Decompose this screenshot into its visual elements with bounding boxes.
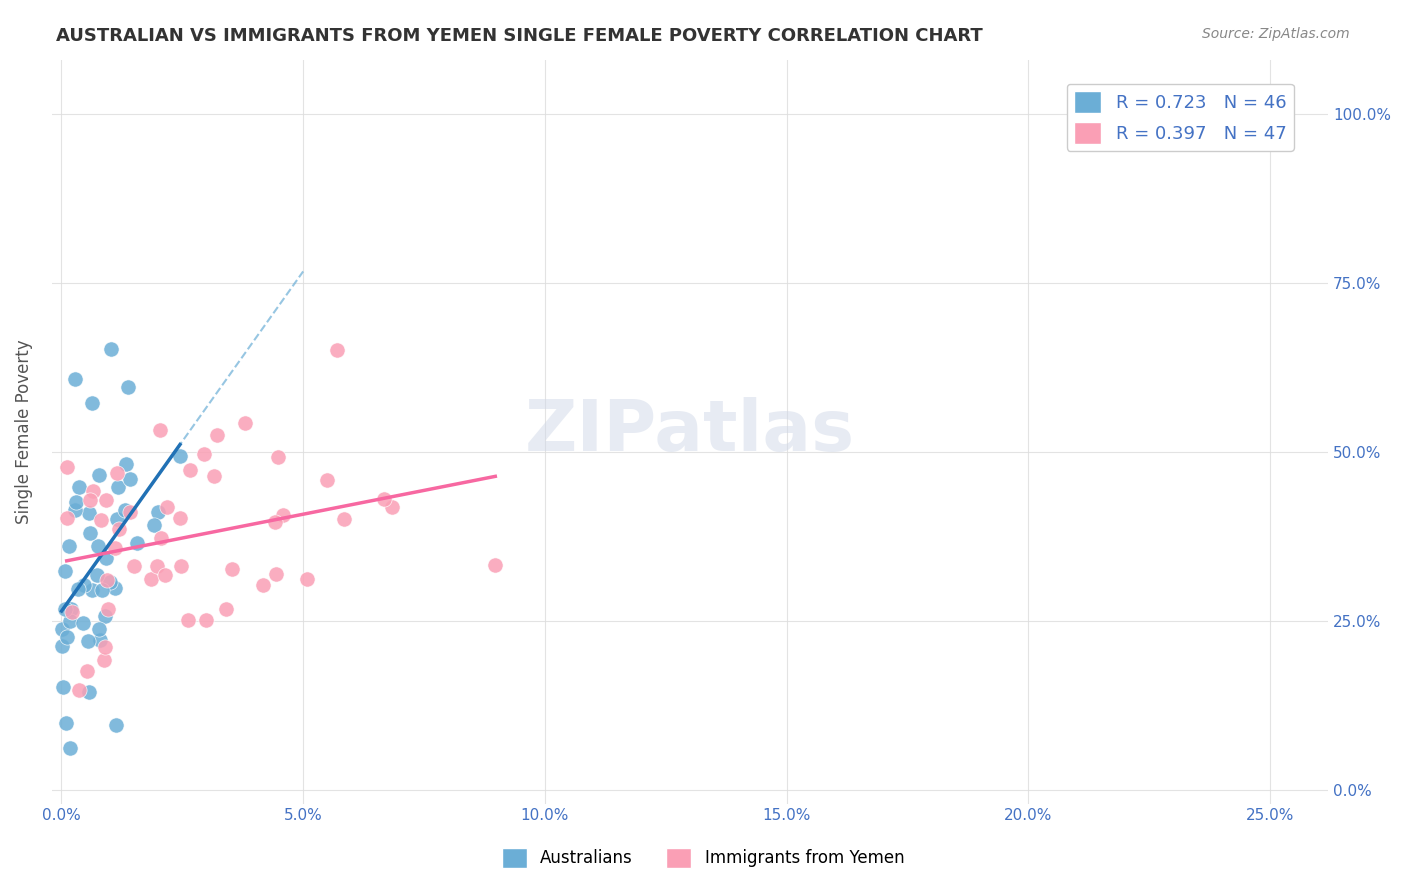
Point <box>52 680 75 694</box>
Point <box>104 718 127 732</box>
Point <box>271 508 294 523</box>
Point <box>76 665 98 679</box>
Point <box>65 495 87 509</box>
Point <box>79 526 101 541</box>
Point <box>264 566 287 581</box>
Point <box>94 492 117 507</box>
Point <box>55 715 77 730</box>
Point <box>53 564 76 578</box>
Y-axis label: Single Female Poverty: Single Female Poverty <box>15 339 32 524</box>
Point <box>93 640 115 655</box>
Legend: Australians, Immigrants from Yemen: Australians, Immigrants from Yemen <box>495 841 911 875</box>
Legend: R = 0.723   N = 46, R = 0.397   N = 47: R = 0.723 N = 46, R = 0.397 N = 47 <box>1067 84 1294 151</box>
Point <box>60 606 83 620</box>
Point <box>202 469 225 483</box>
Point <box>153 568 176 582</box>
Point <box>72 615 94 630</box>
Point <box>252 578 274 592</box>
Point <box>73 578 96 592</box>
Point <box>55 459 77 474</box>
Point <box>82 484 104 499</box>
Point <box>98 575 121 590</box>
Point <box>105 511 128 525</box>
Point <box>69 481 91 495</box>
Point <box>77 685 100 699</box>
Point <box>104 541 127 555</box>
Point <box>295 572 318 586</box>
Point <box>233 416 256 430</box>
Point <box>96 573 118 587</box>
Point <box>86 568 108 582</box>
Text: Source: ZipAtlas.com: Source: ZipAtlas.com <box>1202 27 1350 41</box>
Point <box>51 623 73 637</box>
Point <box>169 511 191 525</box>
Point <box>205 428 228 442</box>
Point <box>60 601 83 615</box>
Point <box>315 473 337 487</box>
Point <box>149 423 172 437</box>
Point <box>177 614 200 628</box>
Point <box>82 395 104 409</box>
Point <box>263 515 285 529</box>
Point <box>65 372 87 386</box>
Point <box>326 343 349 358</box>
Point <box>58 539 80 553</box>
Point <box>333 511 356 525</box>
Point <box>94 608 117 623</box>
Point <box>170 558 193 573</box>
Point <box>156 500 179 514</box>
Point <box>91 583 114 598</box>
Point <box>221 562 243 576</box>
Point <box>87 540 110 554</box>
Point <box>122 559 145 574</box>
Point <box>56 511 79 525</box>
Point <box>150 531 173 545</box>
Point <box>118 473 141 487</box>
Point <box>381 500 404 514</box>
Point <box>120 505 142 519</box>
Point <box>89 633 111 648</box>
Point <box>107 480 129 494</box>
Point <box>145 559 167 574</box>
Point <box>108 522 131 536</box>
Point <box>125 536 148 550</box>
Point <box>77 506 100 520</box>
Point <box>96 602 118 616</box>
Point <box>56 630 79 644</box>
Point <box>484 558 506 572</box>
Point <box>139 573 162 587</box>
Point <box>59 741 82 756</box>
Point <box>215 602 238 616</box>
Point <box>195 613 218 627</box>
Point <box>117 380 139 394</box>
Text: AUSTRALIAN VS IMMIGRANTS FROM YEMEN SINGLE FEMALE POVERTY CORRELATION CHART: AUSTRALIAN VS IMMIGRANTS FROM YEMEN SING… <box>56 27 983 45</box>
Point <box>80 582 103 597</box>
Text: ZIPatlas: ZIPatlas <box>524 397 855 467</box>
Point <box>115 458 138 472</box>
Point <box>79 492 101 507</box>
Point <box>59 614 82 628</box>
Point <box>89 623 111 637</box>
Point <box>114 503 136 517</box>
Point <box>373 492 395 507</box>
Point <box>53 602 76 616</box>
Point <box>51 639 73 653</box>
Point <box>77 634 100 648</box>
Point <box>105 466 128 480</box>
Point <box>90 513 112 527</box>
Point <box>93 653 115 667</box>
Point <box>100 343 122 357</box>
Point <box>146 505 169 519</box>
Point <box>63 503 86 517</box>
Point <box>94 550 117 565</box>
Point <box>267 450 290 464</box>
Point <box>104 581 127 595</box>
Point <box>67 682 90 697</box>
Point <box>143 518 166 533</box>
Point <box>193 446 215 460</box>
Point <box>67 582 90 597</box>
Point <box>179 463 201 477</box>
Point <box>169 450 191 464</box>
Point <box>87 468 110 483</box>
